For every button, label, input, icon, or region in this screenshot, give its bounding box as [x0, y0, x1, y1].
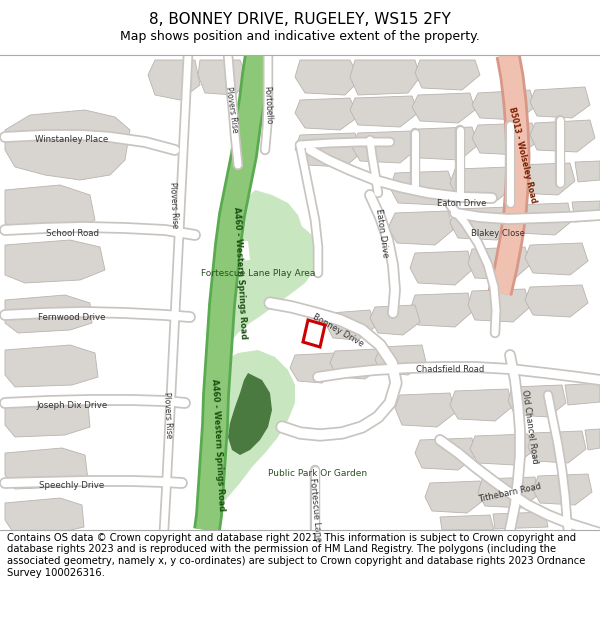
Polygon shape: [218, 210, 320, 357]
Text: Plovers Rise: Plovers Rise: [224, 86, 239, 134]
Text: Map shows position and indicative extent of the property.: Map shows position and indicative extent…: [120, 30, 480, 43]
Polygon shape: [5, 240, 105, 283]
Polygon shape: [410, 293, 472, 327]
Text: Contains OS data © Crown copyright and database right 2021. This information is : Contains OS data © Crown copyright and d…: [7, 533, 586, 578]
Polygon shape: [208, 350, 295, 530]
Polygon shape: [510, 203, 572, 235]
Text: Tithebarn Road: Tithebarn Road: [478, 482, 542, 504]
Polygon shape: [415, 60, 480, 90]
Text: Portobello: Portobello: [262, 86, 274, 124]
Text: Fortescue Lane: Fortescue Lane: [308, 478, 322, 542]
Polygon shape: [5, 185, 95, 233]
Polygon shape: [472, 123, 538, 155]
Text: School Road: School Road: [46, 229, 98, 238]
Polygon shape: [410, 251, 472, 285]
Polygon shape: [244, 190, 302, 238]
Polygon shape: [450, 207, 514, 240]
Text: Plovers Rise: Plovers Rise: [168, 181, 180, 229]
Polygon shape: [295, 98, 358, 130]
Polygon shape: [5, 398, 90, 437]
Polygon shape: [395, 393, 455, 427]
Polygon shape: [412, 127, 478, 160]
Polygon shape: [508, 385, 566, 417]
Text: Eaton Drive: Eaton Drive: [437, 199, 487, 208]
Polygon shape: [572, 201, 600, 222]
Polygon shape: [440, 515, 494, 530]
Polygon shape: [450, 389, 512, 421]
Text: B5013 - Wolseley Road: B5013 - Wolseley Road: [506, 106, 538, 204]
Polygon shape: [370, 305, 420, 335]
Polygon shape: [412, 93, 475, 123]
Polygon shape: [330, 349, 382, 379]
Polygon shape: [5, 345, 98, 387]
Polygon shape: [468, 247, 530, 280]
Text: Fortescue Lane Play Area: Fortescue Lane Play Area: [201, 269, 315, 278]
Text: Speechly Drive: Speechly Drive: [40, 481, 104, 489]
Polygon shape: [388, 211, 453, 245]
Polygon shape: [375, 345, 426, 375]
Polygon shape: [5, 498, 84, 535]
Polygon shape: [198, 60, 248, 95]
Polygon shape: [228, 241, 250, 262]
Polygon shape: [425, 481, 484, 513]
Text: Plovers Rise: Plovers Rise: [162, 391, 174, 439]
Polygon shape: [470, 434, 532, 465]
Polygon shape: [5, 295, 92, 333]
Text: Bonney Drive: Bonney Drive: [311, 312, 365, 348]
Text: Old Chancel Road: Old Chancel Road: [520, 389, 539, 464]
Polygon shape: [478, 477, 538, 508]
Polygon shape: [510, 163, 575, 195]
Polygon shape: [530, 120, 595, 152]
Polygon shape: [565, 383, 600, 405]
Polygon shape: [525, 243, 588, 275]
Polygon shape: [352, 131, 418, 163]
Text: Fernwood Drive: Fernwood Drive: [38, 312, 106, 321]
Text: Eaton Drive: Eaton Drive: [374, 208, 390, 258]
Polygon shape: [295, 133, 362, 167]
Polygon shape: [528, 431, 586, 463]
Polygon shape: [390, 171, 455, 205]
Text: A460 - Western Springs Road: A460 - Western Springs Road: [232, 207, 248, 339]
Polygon shape: [5, 448, 88, 489]
Polygon shape: [325, 310, 375, 340]
Polygon shape: [228, 373, 272, 455]
Text: A460 - Western Springs Road: A460 - Western Springs Road: [210, 379, 226, 511]
Polygon shape: [525, 285, 588, 317]
Polygon shape: [415, 438, 475, 470]
Polygon shape: [5, 110, 130, 180]
Polygon shape: [450, 167, 515, 200]
Polygon shape: [148, 60, 200, 100]
Text: 8, BONNEY DRIVE, RUGELEY, WS15 2FY: 8, BONNEY DRIVE, RUGELEY, WS15 2FY: [149, 12, 451, 27]
Text: Joseph Dix Drive: Joseph Dix Drive: [37, 401, 107, 409]
Polygon shape: [530, 87, 590, 118]
Polygon shape: [290, 353, 340, 383]
Text: Public Park Or Garden: Public Park Or Garden: [268, 469, 368, 478]
Polygon shape: [295, 60, 360, 95]
Polygon shape: [468, 289, 530, 322]
Polygon shape: [575, 161, 600, 182]
Polygon shape: [472, 90, 535, 120]
Polygon shape: [533, 474, 592, 505]
Text: Chadsfield Road: Chadsfield Road: [416, 366, 484, 374]
Text: Blakey Close: Blakey Close: [471, 229, 525, 238]
Polygon shape: [350, 96, 418, 127]
Polygon shape: [350, 60, 420, 95]
Text: Winstanley Place: Winstanley Place: [35, 136, 109, 144]
Polygon shape: [493, 512, 548, 529]
Polygon shape: [585, 429, 600, 450]
